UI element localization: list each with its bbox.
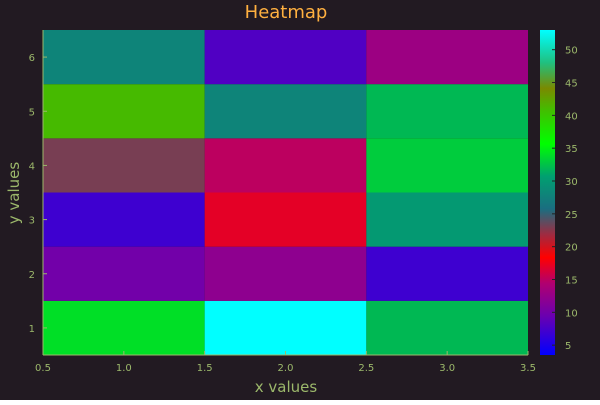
x-tick-label: 0.5 (35, 363, 51, 374)
heatmap-cell (366, 30, 528, 85)
heatmap-cell (204, 300, 367, 355)
axes: 0.5 1.0 1.5 2.0 2.5 3.0 3.5 1 2 3 4 5 6 (29, 30, 536, 374)
heatmap-cell (43, 30, 205, 85)
x-axis-label: x values (255, 378, 318, 396)
y-tick-label: 6 (29, 53, 35, 64)
colorbar-tick-label: 30 (565, 177, 578, 188)
colorbar-tick-label: 20 (565, 243, 578, 254)
colorbar-tick-label: 50 (565, 46, 578, 57)
x-tick-label: 2.5 (358, 363, 374, 374)
colorbar (540, 30, 555, 355)
x-tick-label: 3.0 (439, 363, 455, 374)
colorbar-tick-label: 35 (565, 144, 578, 155)
chart-title: Heatmap (245, 2, 328, 23)
y-tick-label: 2 (29, 270, 35, 281)
y-tick-label: 1 (29, 324, 35, 335)
heatmap-cell (366, 192, 528, 247)
colorbar-tick-label: 40 (565, 111, 578, 122)
colorbar-tick-label: 15 (565, 275, 578, 286)
x-tick-label: 1.5 (197, 363, 213, 374)
x-tick-label: 2.0 (278, 363, 294, 374)
x-tick-label: 1.0 (116, 363, 132, 374)
heatmap-cell (204, 30, 367, 85)
colorbar-tick-label: 25 (565, 210, 578, 221)
colorbar-tick-label: 10 (565, 308, 578, 319)
heatmap-cell (43, 192, 205, 247)
y-tick-label: 4 (29, 161, 35, 172)
heatmap-cell (366, 84, 528, 139)
y-tick-label: 3 (29, 216, 35, 227)
y-axis-label: y values (5, 162, 23, 225)
x-tick-label: 3.5 (520, 363, 536, 374)
colorbar-tick-label: 45 (565, 79, 578, 90)
heatmap-cell (43, 84, 205, 139)
heatmap-cell (366, 300, 528, 355)
colorbar-tick-label: 5 (565, 341, 571, 352)
heatmap-cell (366, 246, 528, 301)
heatmap-cell (204, 138, 367, 193)
heatmap-cell (43, 300, 205, 355)
heatmap-cell (204, 84, 367, 139)
colorbar-ticks: 5 10 15 20 25 30 35 40 45 50 (552, 46, 578, 352)
heatmap-cell (366, 138, 528, 193)
heatmap-cell (43, 246, 205, 301)
heatmap-cell (204, 192, 367, 247)
heatmap-cell (43, 138, 205, 193)
heatmap-cells (43, 30, 528, 355)
y-tick-label: 5 (29, 107, 35, 118)
heatmap-cell (204, 246, 367, 301)
